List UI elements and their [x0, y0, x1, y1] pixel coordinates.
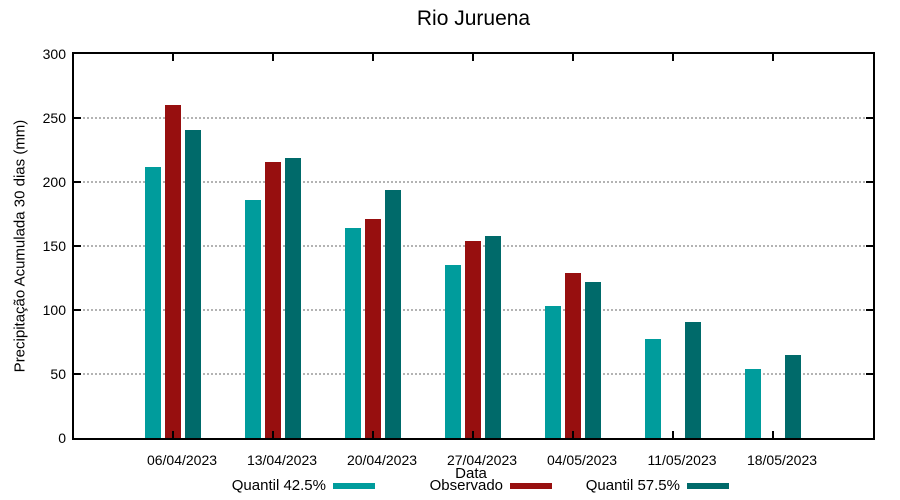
- bar-quantil-57.5--20-04-2023: [385, 190, 401, 438]
- y-tick-right-100: [866, 309, 873, 311]
- legend-item-quantil-42-5: Quantil 42.5%: [232, 477, 375, 494]
- x-tick-label: 11/05/2023: [647, 452, 717, 468]
- x-tick-bottom-1: [272, 431, 274, 438]
- y-tick-right-150: [866, 245, 873, 247]
- x-tick-label: 18/05/2023: [746, 452, 818, 468]
- y-tick-label-150: 150: [42, 238, 66, 254]
- x-tick-top-3: [472, 54, 474, 61]
- y-tick-right-50: [866, 373, 873, 375]
- x-axis-label: Data: [455, 465, 487, 482]
- x-tick-bottom-6: [772, 431, 774, 438]
- y-tick-label-100: 100: [42, 302, 66, 318]
- bar-quantil-42.5--13-04-2023: [245, 200, 261, 438]
- bar-quantil-42.5--11-05-2023: [645, 339, 661, 438]
- y-tick-left-150: [74, 245, 81, 247]
- y-tick-right-250: [866, 117, 873, 119]
- x-tick-top-4: [572, 54, 574, 61]
- x-tick-bottom-3: [472, 431, 474, 438]
- bar-observado-04-05-2023: [565, 273, 581, 438]
- plot-frame: [72, 52, 875, 440]
- y-tick-left-100: [74, 309, 81, 311]
- y-tick-right-200: [866, 181, 873, 183]
- plot-area: [74, 54, 873, 438]
- y-tick-label-300: 300: [42, 46, 66, 62]
- legend-item-quantil-57-5: Quantil 57.5%: [586, 477, 729, 494]
- x-tick-top-0: [172, 54, 174, 61]
- y-tick-label-0: 0: [58, 430, 66, 446]
- gridline-250: [74, 117, 873, 119]
- y-tick-label-50: 50: [50, 366, 66, 382]
- x-tick-top-1: [272, 54, 274, 61]
- bar-quantil-57.5--18-05-2023: [785, 355, 801, 438]
- x-tick-label: 04/05/2023: [546, 452, 618, 468]
- x-tick-label: 13/04/2023: [246, 452, 318, 468]
- x-tick-bottom-4: [572, 431, 574, 438]
- x-tick-bottom-5: [672, 431, 674, 438]
- legend-swatch-observado: [510, 483, 552, 489]
- x-tick-top-6: [772, 54, 774, 61]
- legend-item-observado: Observado: [430, 477, 552, 494]
- legend-swatch-quantil-42-5: [333, 483, 375, 489]
- bar-observado-13-04-2023: [265, 162, 281, 438]
- y-tick-left-200: [74, 181, 81, 183]
- bar-quantil-42.5--06-04-2023: [145, 167, 161, 438]
- bar-quantil-57.5--06-04-2023: [185, 130, 201, 438]
- bar-quantil-57.5--11-05-2023: [685, 322, 701, 438]
- bar-quantil-42.5--18-05-2023: [745, 369, 761, 438]
- x-tick-label: 27/04/2023: [446, 452, 518, 468]
- bar-quantil-57.5--04-05-2023: [585, 282, 601, 438]
- bar-observado-27-04-2023: [465, 241, 481, 438]
- bar-quantil-57.5--27-04-2023: [485, 236, 501, 438]
- chart-title: Rio Juruena: [416, 7, 531, 30]
- bar-quantil-42.5--20-04-2023: [345, 228, 361, 438]
- bar-observado-20-04-2023: [365, 219, 381, 438]
- legend-label-quantil-42-5: Quantil 42.5%: [231, 477, 326, 494]
- legend-label-observado: Observado: [429, 477, 503, 494]
- x-tick-top-2: [372, 54, 374, 61]
- bar-quantil-42.5--04-05-2023: [545, 306, 561, 438]
- y-tick-label-200: 200: [42, 174, 66, 190]
- x-tick-bottom-0: [172, 431, 174, 438]
- legend-label-quantil-57-5: Quantil 57.5%: [585, 477, 680, 494]
- x-tick-label: 06/04/2023: [146, 452, 218, 468]
- y-tick-label-250: 250: [42, 110, 66, 126]
- bar-quantil-57.5--13-04-2023: [285, 158, 301, 438]
- gridline-200: [74, 181, 873, 183]
- bar-quantil-42.5--27-04-2023: [445, 265, 461, 438]
- legend-swatch-quantil-57-5: [687, 483, 729, 489]
- x-tick-bottom-2: [372, 431, 374, 438]
- y-tick-left-250: [74, 117, 81, 119]
- bar-observado-06-04-2023: [165, 105, 181, 438]
- y-tick-left-50: [74, 373, 81, 375]
- x-tick-label: 20/04/2023: [346, 452, 418, 468]
- x-tick-top-5: [672, 54, 674, 61]
